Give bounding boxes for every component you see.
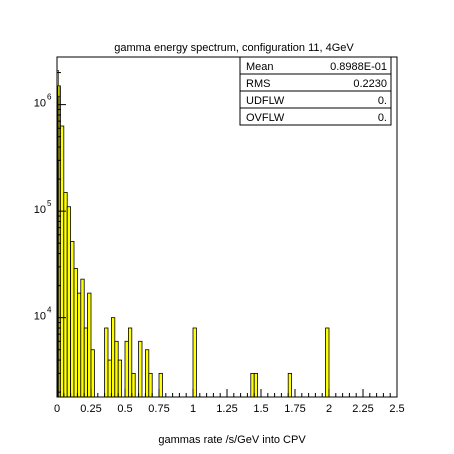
histogram-bar: [63, 191, 68, 398]
stat-label: RMS: [246, 78, 270, 90]
x-tick-label: 1: [190, 403, 196, 415]
x-tick-label: 1.75: [284, 403, 305, 415]
histogram-bar: [66, 206, 71, 398]
histogram-bar: [107, 359, 112, 398]
stat-value: 0.8988E-01: [330, 61, 387, 73]
y-tick-label: 10: [34, 311, 46, 323]
histogram-bar: [124, 340, 129, 398]
histogram-bar: [131, 372, 136, 398]
histogram-bar: [148, 372, 153, 398]
y-tick-exponent: 6: [47, 93, 52, 102]
histogram-bar: [87, 292, 92, 398]
y-tick-label: 10: [34, 98, 46, 110]
x-tick-label: 1.5: [253, 403, 268, 415]
histogram-bar: [114, 340, 119, 398]
x-tick-label: 2: [326, 403, 332, 415]
stats-box: Mean 0.8988E-01 RMS 0.2230 UDFLW 0. OVFLW 0.: [239, 56, 392, 126]
x-tick-label: 1.25: [216, 403, 237, 415]
stat-label: UDFLW: [246, 95, 285, 107]
histogram-bar: [325, 327, 330, 398]
x-tick-label: 0.75: [148, 403, 169, 415]
y-tick-label: 10: [34, 204, 46, 216]
x-tick-label: 0.5: [117, 403, 132, 415]
chart-title: gamma energy spectrum, configuration 11,…: [114, 42, 354, 54]
x-tick-label: 2.25: [352, 403, 373, 415]
histogram-bar: [60, 125, 65, 398]
histogram-bar: [80, 278, 85, 398]
histogram-bar: [111, 317, 116, 398]
histogram-bar: [138, 340, 143, 398]
histogram-peak-bar: [58, 160, 61, 398]
stat-value: 0.: [378, 112, 387, 124]
histogram-bars: [56, 70, 330, 398]
histogram-bar: [253, 372, 258, 398]
x-axis-label: gammas rate /s/GeV into CPV: [158, 434, 306, 446]
histogram-bar: [127, 327, 133, 398]
histogram-bar: [77, 292, 82, 398]
histogram-bar: [158, 372, 163, 398]
histogram-bar: [90, 349, 95, 398]
histogram-bar: [104, 327, 109, 398]
stat-value: 0.2230: [353, 78, 387, 90]
histogram-bar: [192, 327, 197, 398]
y-tick-exponent: 4: [47, 306, 52, 315]
stat-label: OVFLW: [246, 112, 285, 124]
histogram-bar: [117, 359, 122, 398]
y-tick-exponent: 5: [47, 199, 52, 208]
x-tick-label: 0.25: [80, 403, 101, 415]
stat-label: Mean: [246, 61, 274, 73]
histogram-bar: [250, 372, 255, 398]
x-tick-label: 0: [54, 403, 60, 415]
histogram-bar: [70, 240, 75, 398]
histogram-bar: [144, 349, 150, 398]
x-tick-label: 2.5: [389, 403, 404, 415]
histogram-bar: [73, 268, 78, 398]
histogram-bar: [287, 372, 293, 398]
x-axis: 0 0.25 0.5 0.75 1 1.25 1.5 1.75 2 2.25 2.5: [54, 389, 405, 415]
histogram-bar: [83, 327, 88, 398]
stat-value: 0.: [378, 95, 387, 107]
